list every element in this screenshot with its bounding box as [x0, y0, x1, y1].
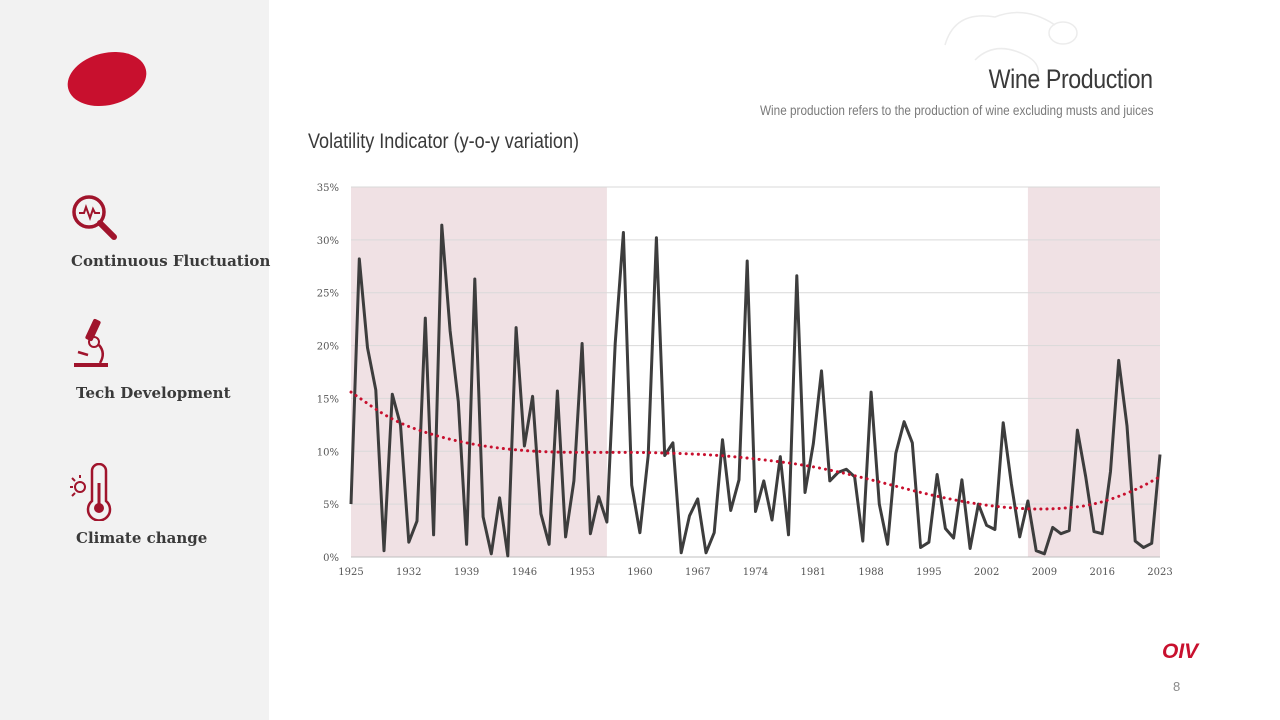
- x-tick-label: 1925: [338, 567, 363, 578]
- y-tick-label: 35%: [317, 183, 339, 194]
- thermometer-icon: [70, 463, 112, 521]
- y-tick-label: 30%: [317, 236, 339, 247]
- decorative-illustration-icon: [944, 11, 1078, 84]
- series-line-trend: [349, 390, 1162, 511]
- page-title: Wine Production: [989, 64, 1153, 94]
- page-number: 8: [1173, 679, 1181, 694]
- y-tick-label: 25%: [317, 289, 339, 300]
- y-tick-label: 0%: [323, 553, 339, 564]
- x-tick-label: 2009: [1032, 567, 1057, 578]
- shaded-range-1: [1027, 187, 1160, 557]
- magnifier-pulse-icon: [72, 195, 117, 240]
- x-tick-label: 1981: [801, 567, 826, 578]
- x-tick-label: 2023: [1147, 567, 1172, 578]
- y-tick-label: 5%: [323, 500, 339, 511]
- x-tick-label: 2016: [1089, 567, 1114, 578]
- brand-logo-icon: [67, 51, 147, 107]
- x-tick-label: 1967: [685, 567, 710, 578]
- y-tick-label: 10%: [317, 447, 339, 458]
- chart-title: Volatility Indicator (y-o-y variation): [308, 130, 580, 153]
- oiv-logo: OIV: [1162, 640, 1199, 663]
- x-tick-label: 1995: [916, 567, 941, 578]
- y-tick-label: 15%: [317, 394, 339, 405]
- sidebar: Continuous Fluctuation Tech Development …: [0, 0, 271, 720]
- x-tick-label: 1960: [627, 567, 652, 578]
- series-line-volatility: [349, 223, 1162, 558]
- x-tick-label: 1988: [858, 567, 883, 578]
- x-tick-label: 1974: [743, 567, 768, 578]
- sidebar-item-climate-change: Climate change: [76, 529, 208, 547]
- page-subtitle: Wine production refers to the production…: [759, 102, 1153, 118]
- sidebar-item-continuous-fluctuation: Continuous Fluctuation: [71, 252, 271, 270]
- x-tick-label: 1946: [512, 567, 537, 578]
- y-tick-label: 20%: [317, 342, 339, 353]
- x-tick-label: 1939: [454, 567, 479, 578]
- x-tick-label: 2002: [974, 567, 999, 578]
- x-tick-label: 1953: [569, 567, 594, 578]
- sidebar-item-tech-development: Tech Development: [76, 384, 231, 402]
- volatility-line-chart: 0% 5% 10% 15% 20% 25% 30% 35% 1925 1932 1939 1946 1…: [317, 183, 1173, 578]
- x-tick-label: 1932: [396, 567, 421, 578]
- microscope-icon: [74, 318, 108, 367]
